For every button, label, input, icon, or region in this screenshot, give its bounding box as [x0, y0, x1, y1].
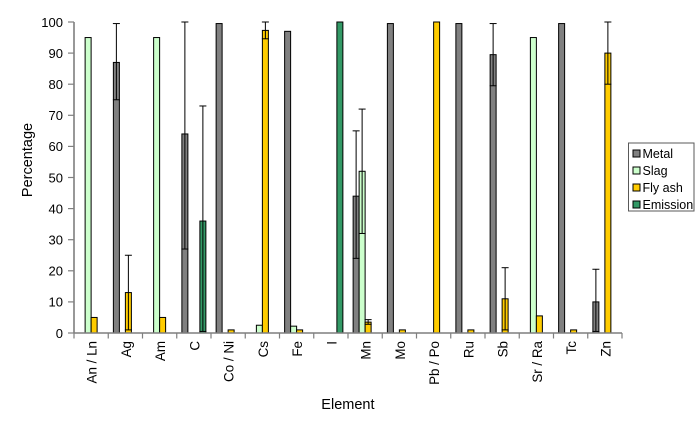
- svg-text:90: 90: [49, 46, 63, 61]
- svg-text:100: 100: [41, 15, 63, 30]
- svg-text:An / Ln: An / Ln: [85, 341, 100, 383]
- svg-text:70: 70: [49, 108, 63, 123]
- svg-text:Sr / Ra: Sr / Ra: [530, 340, 545, 382]
- svg-text:Cs: Cs: [256, 341, 271, 358]
- svg-text:Am: Am: [153, 341, 168, 361]
- svg-text:10: 10: [49, 295, 63, 310]
- svg-text:Co / Ni: Co / Ni: [222, 341, 237, 382]
- svg-text:Pb / Po: Pb / Po: [427, 341, 442, 385]
- svg-text:40: 40: [49, 201, 63, 216]
- svg-text:Mo: Mo: [393, 341, 408, 360]
- svg-text:Emission: Emission: [643, 198, 694, 212]
- svg-text:Ru: Ru: [461, 341, 476, 358]
- svg-text:Fe: Fe: [290, 341, 305, 357]
- svg-text:Tc: Tc: [564, 341, 579, 355]
- svg-text:Metal: Metal: [643, 147, 674, 161]
- svg-text:0: 0: [56, 326, 63, 341]
- svg-text:C: C: [187, 341, 202, 351]
- svg-text:Mn: Mn: [359, 341, 374, 360]
- svg-text:Element: Element: [321, 397, 374, 413]
- svg-text:Ag: Ag: [119, 341, 134, 357]
- svg-text:20: 20: [49, 264, 63, 279]
- svg-text:Fly ash: Fly ash: [643, 181, 683, 195]
- svg-text:Slag: Slag: [643, 164, 668, 178]
- svg-text:I: I: [324, 341, 339, 345]
- svg-text:60: 60: [49, 139, 63, 154]
- svg-text:Sb: Sb: [496, 341, 511, 357]
- svg-text:Percentage: Percentage: [20, 123, 36, 197]
- svg-text:50: 50: [49, 170, 63, 185]
- svg-text:30: 30: [49, 233, 63, 248]
- svg-text:80: 80: [49, 77, 63, 92]
- svg-text:Zn: Zn: [598, 341, 613, 357]
